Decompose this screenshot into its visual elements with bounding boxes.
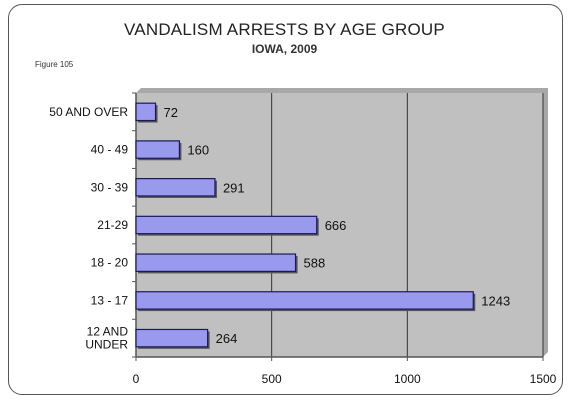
y-tick-label: 18 - 20	[91, 256, 129, 270]
y-tick-label: 12 AND	[87, 325, 129, 339]
bar	[136, 329, 208, 346]
data-label: 264	[216, 331, 238, 346]
bar	[136, 179, 215, 196]
data-label: 666	[325, 218, 347, 233]
x-tick-label: 500	[262, 372, 282, 386]
bar	[136, 216, 317, 233]
y-tick-label: 40 - 49	[91, 143, 129, 157]
y-tick-label: 21-29	[97, 218, 128, 232]
y-tick-label: UNDER	[85, 338, 128, 352]
bar	[136, 254, 296, 271]
data-label: 1243	[481, 293, 510, 308]
x-tick-label: 0	[133, 372, 140, 386]
data-label: 291	[223, 180, 245, 195]
data-label: 588	[304, 256, 326, 271]
x-tick-label: 1000	[394, 372, 421, 386]
y-tick-label: 50 AND OVER	[49, 105, 128, 119]
x-tick-label: 1500	[530, 372, 557, 386]
bar	[136, 292, 473, 309]
bar	[136, 141, 179, 158]
bar	[136, 103, 156, 120]
y-tick-label: 30 - 39	[91, 180, 129, 194]
data-label: 72	[164, 105, 178, 120]
data-label: 160	[187, 143, 209, 158]
y-tick-label: 13 - 17	[91, 293, 129, 307]
